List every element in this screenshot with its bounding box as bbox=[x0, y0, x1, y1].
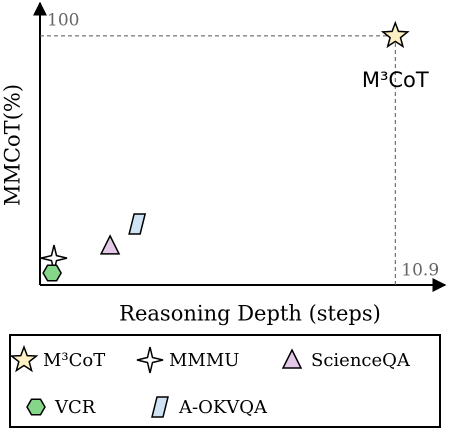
legend-label: M³CoT bbox=[43, 350, 105, 371]
annotation: M³CoT bbox=[362, 68, 429, 92]
legend-marker bbox=[26, 398, 46, 416]
legend-label: ScienceQA bbox=[311, 350, 411, 371]
legend-marker bbox=[281, 348, 303, 369]
legend-box bbox=[9, 334, 441, 428]
marker-star bbox=[380, 20, 410, 49]
legend-label: MMMU bbox=[169, 350, 239, 371]
marker-triangle bbox=[99, 234, 121, 255]
x-tick-label: 10.9 bbox=[401, 261, 439, 281]
y-axis-label: MMCoT(%) bbox=[1, 84, 25, 206]
legend-label: VCR bbox=[54, 397, 96, 418]
legend-marker bbox=[9, 344, 39, 373]
legend-label: A-OKVQA bbox=[178, 397, 268, 418]
marker-hexagon bbox=[42, 264, 62, 282]
legend-marker bbox=[151, 396, 169, 418]
marker-parallelogram bbox=[128, 213, 147, 235]
x-axis-label: Reasoning Depth (steps) bbox=[119, 302, 381, 326]
legend-marker bbox=[136, 346, 164, 374]
y-tick-label: 100 bbox=[47, 10, 79, 30]
